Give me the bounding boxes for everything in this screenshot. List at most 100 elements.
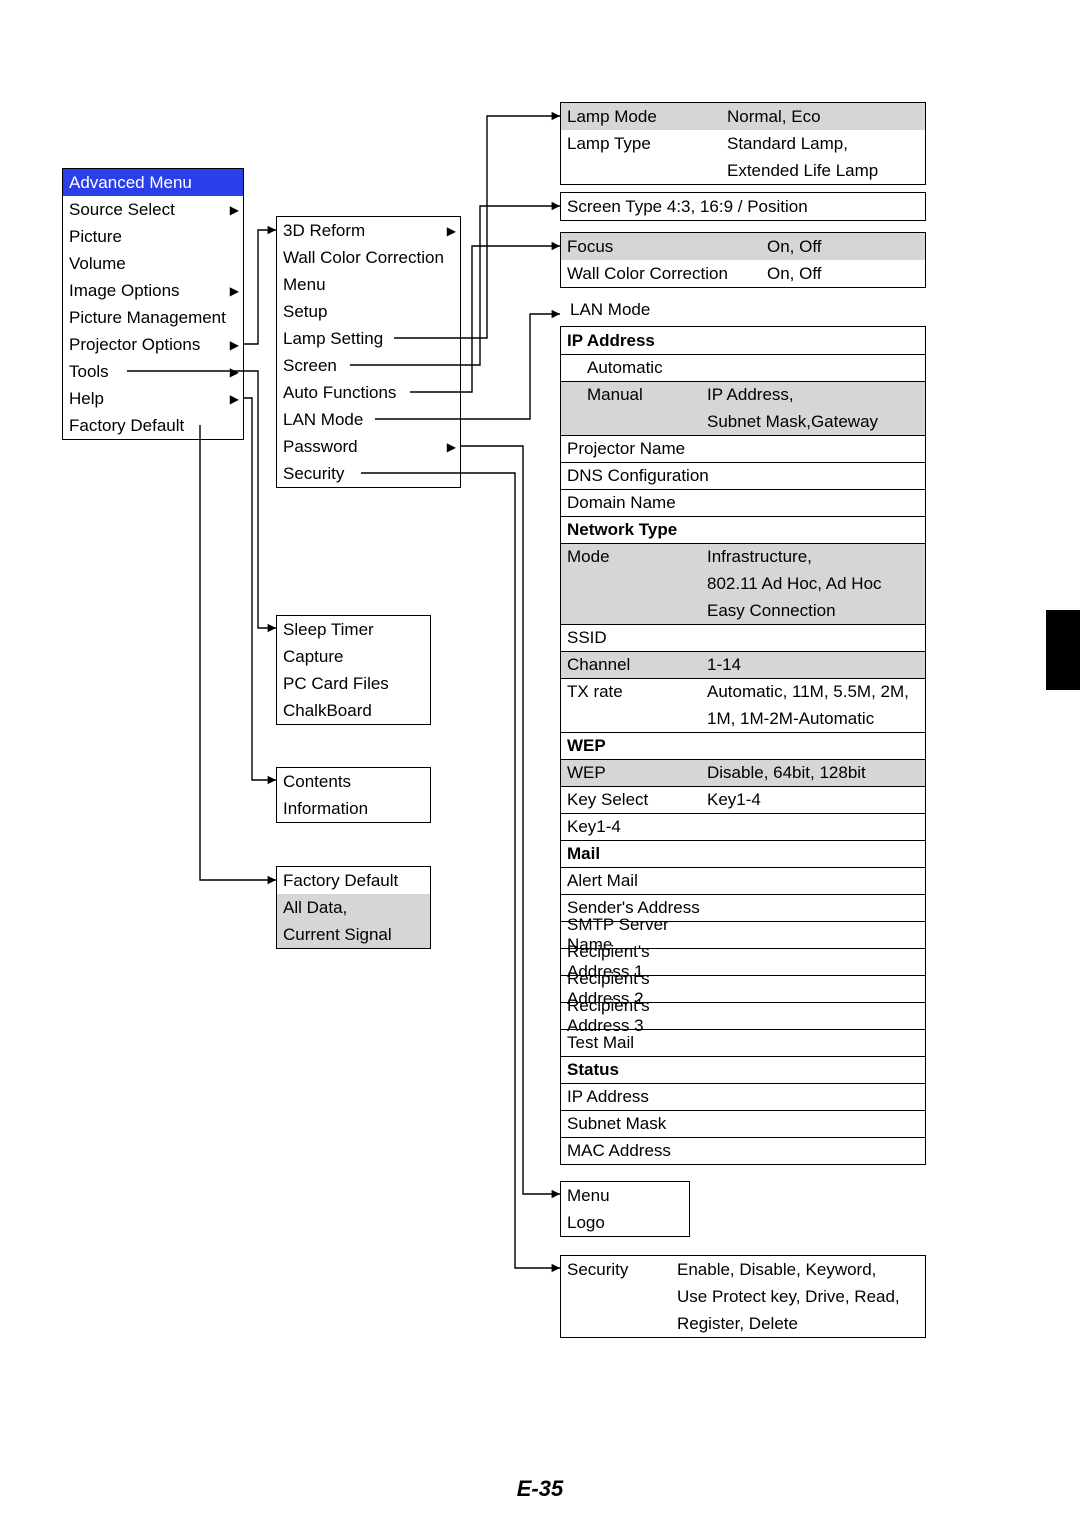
cell-label: DNS Configuration [567,466,709,486]
menu-item[interactable]: Source Select▶ [63,196,243,223]
tools-item[interactable]: ChalkBoard [277,697,430,724]
lan-row: Easy Connection [561,597,925,624]
submenu-item[interactable]: Auto Functions [277,379,460,406]
lan-row: ManualIP Address, [561,381,925,408]
cell-label: Contents [283,772,351,792]
cell-value: Use Protect key, Drive, Read, [677,1287,919,1307]
cell-label: Wall Color Correction [567,264,767,284]
lamp-setting-box: Lamp ModeNormal, EcoLamp TypeStandard La… [560,102,926,185]
lan-row: SSID [561,624,925,651]
cell-label: IP Address [567,1087,707,1107]
tools-item[interactable]: Sleep Timer [277,616,430,643]
advanced-menu-items: Source Select▶PictureVolumeImage Options… [63,196,243,439]
cell-label: Factory Default [69,416,184,436]
security-row: Use Protect key, Drive, Read, [561,1283,925,1310]
submenu-item[interactable]: Menu [277,271,460,298]
menu-item[interactable]: Projector Options ▶ [63,331,243,358]
fd-item: All Data, [277,894,430,921]
menu-item[interactable]: Image Options▶ [63,277,243,304]
cell-value: Infrastructure, [707,547,919,567]
cell-value: On, Off [767,264,919,284]
side-tab [1046,610,1080,690]
cell-label: WEP [567,736,606,756]
factory-default-box: Factory Default All Data, Current Signal [276,866,431,949]
fd-item: Factory Default [277,867,430,894]
submenu-item[interactable]: Lamp Setting [277,325,460,352]
cell-label: Security [567,1260,677,1280]
factory-default-items: Factory Default All Data, Current Signal [277,867,430,948]
password-items: Menu Logo [561,1182,689,1236]
projector-options-box: 3D Reform▶Wall Color Correction Menu Setup… [276,216,461,488]
lan-section-header: IP Address [561,327,925,354]
cell-label: ChalkBoard [283,701,372,721]
screen-text-row: Screen Type 4:3, 16:9 / Position [561,193,925,220]
password-item[interactable]: Menu [561,1182,689,1209]
submenu-item[interactable]: Wall Color Correction [277,244,460,271]
lan-mode-title-row: LAN Mode [560,300,650,320]
cell-label: Alert Mail [567,871,707,891]
cell-label: Menu [283,275,326,295]
tools-item[interactable]: Capture [277,643,430,670]
cell-label: Lamp Mode [567,107,727,127]
cell-value: Extended Life Lamp [727,161,919,181]
submenu-item[interactable]: LAN Mode [277,406,460,433]
submenu-item[interactable]: Screen [277,352,460,379]
cell-label: Test Mail [567,1033,707,1053]
password-item[interactable]: Logo [561,1209,689,1236]
lan-section-header: WEP [561,732,925,759]
lan-mode-items: IP Address Automatic ManualIP Address, Subn… [561,327,925,1164]
cell-label: Menu [567,1186,610,1206]
menu-item[interactable]: Volume [63,250,243,277]
menu-item[interactable]: Picture Management [63,304,243,331]
auto-functions-box: FocusOn, OffWall Color CorrectionOn, Off [560,232,926,288]
lamp-row: Extended Life Lamp [561,157,925,184]
cell-label: Manual [567,385,707,405]
help-item[interactable]: Information [277,795,430,822]
submenu-item[interactable]: Password▶ [277,433,460,460]
cell-label: Focus [567,237,767,257]
menu-item[interactable]: Factory Default [63,412,243,439]
cell-label: Setup [283,302,327,322]
cell-label: Sleep Timer [283,620,374,640]
cell-value: 1M, 1M-2M-Automatic [707,709,919,729]
cell-label: TX rate [567,682,707,702]
cell-label: Current Signal [283,925,392,945]
lan-row: Automatic [561,354,925,381]
lan-mode-title: LAN Mode [560,300,650,319]
lamp-setting-items: Lamp ModeNormal, EcoLamp TypeStandard La… [561,103,925,184]
submenu-arrow-icon: ▶ [230,338,239,352]
lan-row: Subnet Mask [561,1110,925,1137]
menu-item[interactable]: Picture [63,223,243,250]
cell-label: Automatic [567,358,707,378]
cell-value: Register, Delete [677,1314,919,1334]
advanced-menu-box: Advanced Menu Source Select▶PictureVolum… [62,168,244,440]
cell-label: Key Select [567,790,707,810]
cell-label: Subnet Mask [567,1114,707,1134]
tools-item[interactable]: PC Card Files [277,670,430,697]
cell-value: Key1-4 [707,790,919,810]
cell-label: Volume [69,254,126,274]
submenu-item[interactable]: 3D Reform▶ [277,217,460,244]
cell-value: Easy Connection [707,601,919,621]
fd-item: Current Signal [277,921,430,948]
cell-label: Mode [567,547,707,567]
cell-label: Projector Options [69,335,200,355]
cell-label: Source Select [69,200,175,220]
submenu-arrow-icon: ▶ [447,224,456,238]
submenu-item[interactable]: Setup [277,298,460,325]
security-box: SecurityEnable, Disable, Keyword, Use Pro… [560,1255,926,1338]
screen-box: Screen Type 4:3, 16:9 / Position [560,192,926,221]
lan-row: Domain Name [561,489,925,516]
cell-value: 1-14 [707,655,919,675]
help-item[interactable]: Contents [277,768,430,795]
submenu-arrow-icon: ▶ [230,392,239,406]
lan-row: ModeInfrastructure, [561,543,925,570]
cell-value: IP Address, [707,385,919,405]
submenu-item[interactable]: Security [277,460,460,487]
menu-item[interactable]: Tools▶ [63,358,243,385]
menu-item[interactable]: Help▶ [63,385,243,412]
cell-label: All Data, [283,898,347,918]
cell-label: Picture Management [69,308,226,328]
security-row: SecurityEnable, Disable, Keyword, [561,1256,925,1283]
cell-label: Screen [283,356,337,376]
